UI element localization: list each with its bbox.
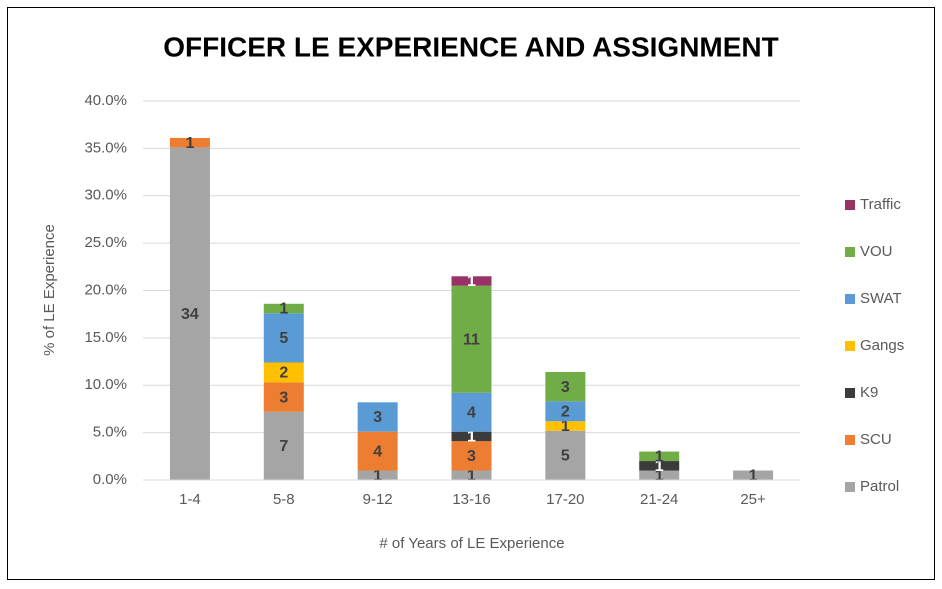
bar-segment (263, 303, 304, 314)
data-label: 2 (561, 404, 570, 421)
bar-segment (639, 461, 680, 471)
legend-label: K9 (860, 384, 878, 401)
bar-segment (545, 430, 586, 480)
y-tick-label: 35.0% (84, 139, 127, 156)
bar-segment (357, 402, 398, 432)
data-label: 1 (655, 449, 664, 466)
data-label: 34 (181, 306, 199, 323)
y-tick-label: 5.0% (93, 424, 127, 441)
legend-swatch (845, 341, 855, 351)
legend-label: SWAT (860, 290, 902, 307)
x-tick-label: 9-12 (363, 491, 393, 508)
bar-segment (451, 470, 492, 480)
data-label: 1 (279, 301, 288, 318)
legend-swatch (845, 435, 855, 445)
y-tick-label: 30.0% (84, 187, 127, 204)
legend-label: SCU (860, 431, 892, 448)
bar-segment (451, 285, 492, 393)
x-tick-label: 5-8 (273, 491, 295, 508)
bar-segment (357, 431, 398, 471)
data-label: 1 (467, 273, 476, 290)
legend-swatch (845, 247, 855, 257)
x-tick-label: 1-4 (179, 491, 201, 508)
data-label: 3 (561, 379, 570, 396)
bar-segment (169, 147, 210, 481)
y-tick-label: 40.0% (84, 92, 127, 109)
x-tick-label: 21-24 (640, 491, 678, 508)
legend-swatch (845, 294, 855, 304)
bar-segment (545, 371, 586, 402)
data-label: 5 (561, 448, 570, 465)
bar-segment (263, 313, 304, 363)
bar-segment (545, 421, 586, 431)
chart-title: OFFICER LE EXPERIENCE AND ASSIGNMENT (163, 31, 779, 62)
data-label: 4 (373, 443, 382, 460)
bar-segment (451, 392, 492, 432)
y-axis-label: % of LE Experience (41, 224, 58, 356)
data-label: 1 (373, 467, 382, 484)
legend-label: Traffic (860, 196, 901, 213)
data-label: 4 (467, 404, 476, 421)
y-tick-label: 15.0% (84, 329, 127, 346)
bar-segment (451, 276, 492, 286)
data-label: 1 (655, 458, 664, 475)
legend-label: VOU (860, 243, 893, 260)
y-tick-label: 10.0% (84, 376, 127, 393)
bar-segment (733, 470, 774, 480)
bar-segment (357, 470, 398, 480)
data-label: 11 (463, 332, 480, 349)
bar-segment (545, 401, 586, 422)
data-label: 3 (279, 389, 288, 406)
bar-segment (169, 137, 210, 148)
data-label: 1 (467, 429, 476, 446)
legend-swatch (845, 200, 855, 210)
x-tick-label: 25+ (740, 491, 766, 508)
bar-segment (263, 411, 304, 480)
data-label: 1 (655, 467, 664, 484)
x-tick-label: 17-20 (546, 491, 584, 508)
x-axis-label: # of Years of LE Experience (379, 535, 564, 552)
data-label: 1 (185, 135, 194, 152)
data-label: 3 (373, 409, 382, 426)
data-label: 2 (279, 365, 288, 382)
x-tick-label: 13-16 (452, 491, 490, 508)
bar-segment (263, 362, 304, 383)
data-label: 3 (467, 448, 476, 465)
bar-segment (451, 431, 492, 442)
data-label: 7 (279, 438, 288, 455)
bar-segment (451, 441, 492, 471)
bar-segment (263, 382, 304, 412)
bar-segment (639, 451, 680, 462)
legend-swatch (845, 482, 855, 492)
y-tick-label: 25.0% (84, 234, 127, 251)
bar-segment (639, 470, 680, 480)
legend-swatch (845, 388, 855, 398)
legend-label: Gangs (860, 337, 904, 354)
data-label: 5 (279, 330, 288, 347)
data-label: 1 (561, 418, 570, 435)
data-label: 1 (749, 467, 758, 484)
legend-label: Patrol (860, 478, 899, 495)
data-label: 1 (467, 467, 476, 484)
y-tick-label: 0.0% (93, 471, 127, 488)
y-tick-label: 20.0% (84, 281, 127, 298)
